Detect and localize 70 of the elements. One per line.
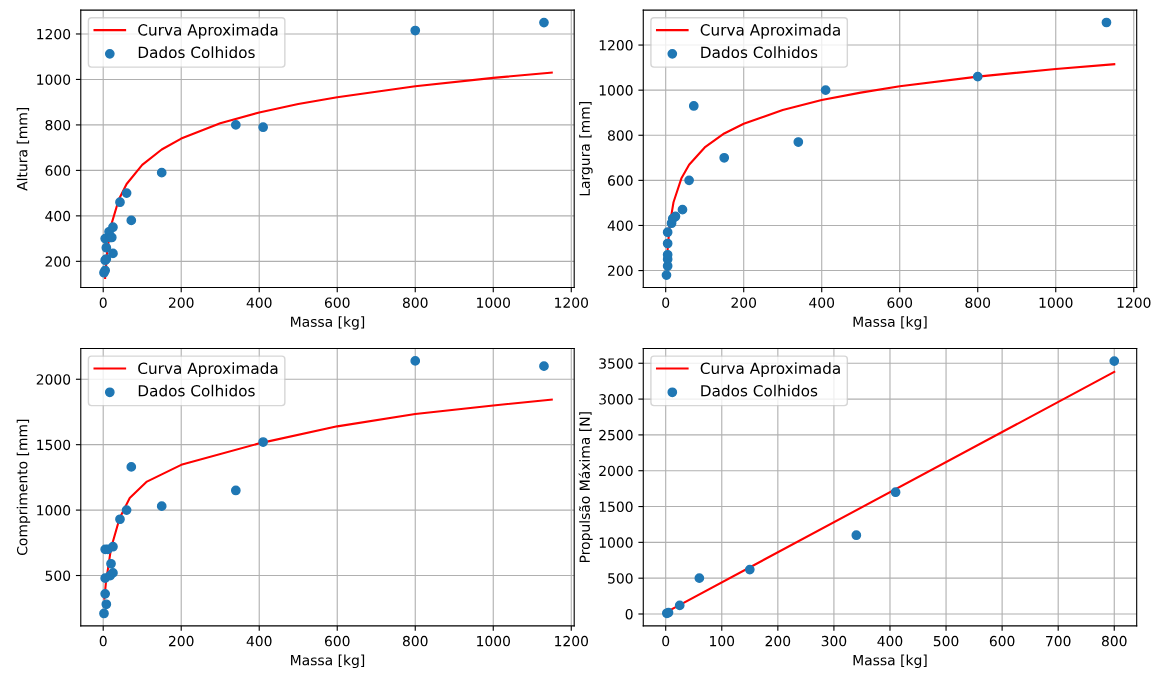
x-tick-label: 1200 xyxy=(555,297,589,308)
y-tick-label: 2000 xyxy=(36,374,71,385)
x-tick-label: 1000 xyxy=(477,635,511,647)
y-axis-title: Propulsão Máxima [N] xyxy=(578,412,593,563)
x-tick-label: 200 xyxy=(765,635,791,647)
y-tick-label: 0 xyxy=(625,608,633,620)
y-tick-label: 200 xyxy=(608,265,633,277)
x-tick-label: 600 xyxy=(324,635,350,647)
x-tick-label: 600 xyxy=(324,297,350,308)
y-tick-label: 1200 xyxy=(599,40,633,51)
legend-label: Dados Colhidos xyxy=(701,384,818,397)
x-tick-label: 700 xyxy=(1046,635,1071,647)
x-tick-label: 0 xyxy=(662,635,670,647)
y-axis-title: Largura [mm] xyxy=(579,102,593,196)
y-tick-label: 2000 xyxy=(599,465,633,477)
x-axis-title: Massa [kg] xyxy=(853,654,927,669)
y-tick-label: 800 xyxy=(607,130,633,141)
y-tick-label: 1000 xyxy=(37,74,71,85)
legend-label: Curva Aproximada xyxy=(138,362,278,378)
legend-label: Dados Colhidos xyxy=(138,46,255,59)
y-tick-label: 3500 xyxy=(599,358,633,369)
y-tick-label: 600 xyxy=(45,165,71,176)
x-tick-label: 0 xyxy=(662,297,670,308)
x-tick-label: 400 xyxy=(246,635,272,647)
x-tick-label: 1000 xyxy=(1039,297,1073,308)
x-axis-title: Massa [kg] xyxy=(291,654,365,669)
x-tick-label: 100 xyxy=(710,635,735,647)
x-tick-label: 300 xyxy=(821,635,847,647)
y-tick-label: 1500 xyxy=(37,439,71,451)
y-tick-label: 200 xyxy=(45,256,71,267)
y-axis-title: Altura [mm] xyxy=(16,107,30,191)
x-tick-label: 800 xyxy=(402,635,428,647)
y-tick-label: 1500 xyxy=(599,501,633,513)
x-tick-label: 200 xyxy=(731,297,757,308)
y-tick-label: 500 xyxy=(45,570,71,581)
x-tick-label: 600 xyxy=(989,635,1015,647)
x-tick-label: 1200 xyxy=(1117,297,1151,308)
x-tick-label: 1200 xyxy=(555,635,589,647)
y-tick-label: 3000 xyxy=(599,394,633,405)
x-tick-label: 800 xyxy=(402,297,428,308)
x-axis-title: Massa [kg] xyxy=(291,316,365,330)
x-tick-label: 800 xyxy=(965,297,991,308)
y-tick-label: 400 xyxy=(607,220,633,231)
y-tick-label: 600 xyxy=(608,175,633,186)
x-tick-label: 1000 xyxy=(477,297,511,308)
y-tick-label: 800 xyxy=(45,119,71,131)
legend-label: Curva Aproximada xyxy=(700,23,840,39)
x-tick-label: 400 xyxy=(877,635,903,647)
y-tick-label: 500 xyxy=(608,573,633,584)
x-tick-label: 0 xyxy=(99,297,107,308)
y-tick-label: 1200 xyxy=(37,28,71,40)
y-tick-label: 1000 xyxy=(599,537,633,548)
y-tick-label: 1000 xyxy=(37,505,71,516)
x-tick-label: 400 xyxy=(809,297,835,308)
x-tick-label: 500 xyxy=(933,635,959,647)
legend-label: Curva Aproximada xyxy=(138,23,278,39)
legend-label: Curva Aproximada xyxy=(700,362,840,378)
x-tick-label: 200 xyxy=(168,297,194,308)
x-tick-label: 0 xyxy=(99,635,107,647)
y-axis-title: Comprimento [mm] xyxy=(16,419,31,556)
x-tick-label: 800 xyxy=(1101,635,1127,647)
y-tick-label: 1000 xyxy=(599,85,633,96)
x-axis-title: Massa [kg] xyxy=(853,316,927,330)
y-tick-label: 2500 xyxy=(599,429,633,441)
legend-label: Dados Colhidos xyxy=(701,46,818,59)
x-tick-label: 200 xyxy=(168,635,194,647)
legend-label: Dados Colhidos xyxy=(138,384,255,397)
y-tick-label: 400 xyxy=(45,210,71,222)
x-tick-label: 400 xyxy=(246,297,272,308)
x-tick-label: 600 xyxy=(887,297,913,308)
